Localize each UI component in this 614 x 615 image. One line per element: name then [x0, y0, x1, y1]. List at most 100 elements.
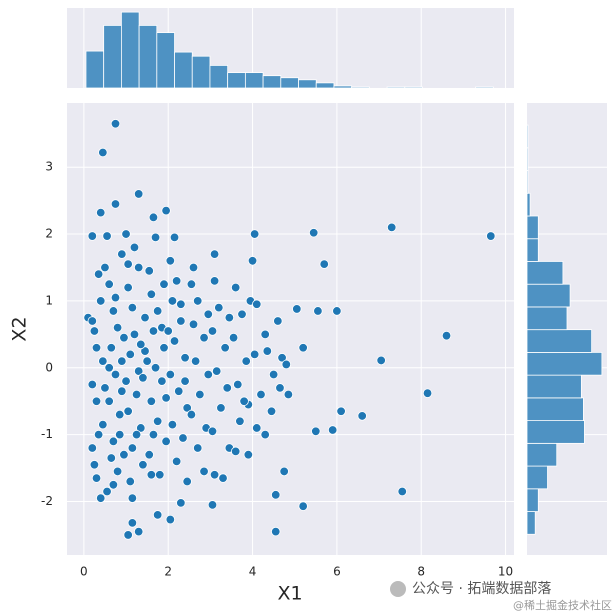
scatter-point: [275, 383, 285, 393]
histogram-bar: [174, 51, 193, 89]
scatter-point: [182, 403, 192, 413]
scatter-point: [186, 409, 197, 420]
scatter-point: [133, 526, 144, 537]
histogram-bar: [103, 25, 122, 89]
scatter-point: [203, 369, 213, 380]
scatter-point: [239, 396, 249, 406]
histogram-bar: [386, 86, 406, 89]
scatter-point: [98, 419, 108, 430]
scatter-point: [127, 493, 138, 503]
scatter-point: [87, 231, 98, 241]
scatter-point: [327, 425, 338, 435]
scatter-point: [123, 406, 133, 416]
scatter-point: [110, 199, 121, 209]
scatter-point: [104, 279, 114, 289]
scatter-point: [268, 369, 279, 380]
scatter-point: [209, 276, 220, 286]
scatter-point: [171, 276, 182, 286]
scatter-point: [422, 388, 433, 398]
scatter-point: [188, 262, 199, 273]
scatter-point: [161, 393, 171, 403]
scatter-point: [243, 450, 254, 460]
scatter-point: [214, 302, 224, 313]
histogram-bar: [209, 65, 229, 89]
scatter-point: [195, 389, 205, 400]
scatter-point: [176, 498, 186, 508]
scatter-point: [262, 346, 273, 356]
histogram-bar: [244, 72, 264, 89]
x-tick-label: 2: [164, 565, 172, 579]
scatter-point: [152, 416, 163, 426]
histogram-bar: [262, 75, 282, 89]
scatter-point: [161, 436, 171, 447]
scatter-point: [129, 329, 140, 340]
scatter-point: [220, 343, 230, 353]
x-axis-label: X1: [277, 583, 302, 605]
scatter-point: [106, 343, 116, 353]
scatter-point: [91, 343, 102, 353]
scatter-point: [108, 436, 119, 447]
scatter-point: [224, 312, 235, 323]
scatter-point: [123, 282, 133, 293]
histogram-bar: [227, 72, 246, 89]
scatter-point: [96, 207, 106, 218]
scatter-point: [247, 256, 258, 266]
scatter-point: [273, 316, 283, 326]
histogram-bar: [526, 352, 603, 376]
histogram-bar: [280, 77, 299, 89]
scatter-point: [102, 231, 112, 241]
scatter-point: [271, 526, 281, 537]
scatter-point: [228, 332, 239, 343]
scatter-point: [186, 279, 197, 289]
watermark-text: 公众号 · 拓端数据部落: [412, 581, 551, 597]
scatter-point: [133, 189, 144, 199]
scatter-point: [190, 356, 201, 366]
scatter-point: [115, 409, 125, 420]
scatter-point: [91, 473, 102, 483]
scatter-point: [167, 296, 178, 306]
scatter-point: [115, 429, 125, 440]
y-tick-label: 3: [45, 160, 53, 174]
histogram-bar: [138, 25, 158, 89]
x-tick-label: 8: [417, 565, 425, 579]
histogram-bar: [298, 79, 317, 89]
histogram-bar: [526, 306, 568, 331]
scatter-point: [125, 349, 135, 360]
histogram-bar: [526, 238, 539, 262]
scatter-point: [121, 229, 131, 239]
scatter-point: [387, 222, 397, 233]
y-tick-label: 1: [45, 293, 53, 307]
scatter-point: [311, 426, 321, 437]
scatter-point: [87, 316, 98, 326]
scatter-point: [152, 510, 163, 520]
scatter-point: [283, 389, 294, 400]
scatter-point: [150, 363, 161, 373]
histogram-bar: [526, 261, 564, 285]
scatter-point: [112, 466, 123, 477]
histogram-bar: [526, 215, 539, 240]
scatter-point: [119, 450, 129, 460]
scatter-point: [150, 232, 161, 243]
histogram-bar: [404, 86, 423, 89]
scatter-point: [87, 379, 98, 390]
scatter-point: [212, 366, 222, 376]
scatter-point: [131, 389, 142, 400]
scatter-point: [142, 356, 152, 366]
scatter-point: [110, 369, 121, 380]
scatter-point: [138, 460, 148, 470]
scatter-point: [129, 242, 140, 253]
scatter-point: [235, 416, 245, 426]
scatter-point: [108, 306, 119, 316]
scatter-point: [207, 326, 218, 336]
scatter-point: [167, 419, 178, 430]
scatter-point: [146, 289, 157, 299]
histogram-bar: [526, 170, 529, 194]
scatter-point: [89, 326, 100, 336]
scatter-point: [123, 259, 133, 269]
scatter-point: [260, 329, 270, 340]
scatter-point: [117, 386, 127, 396]
y-tick-label: -2: [41, 494, 53, 508]
histogram-bar: [526, 397, 584, 422]
scatter-point: [108, 480, 119, 490]
scatter-point: [397, 486, 407, 497]
